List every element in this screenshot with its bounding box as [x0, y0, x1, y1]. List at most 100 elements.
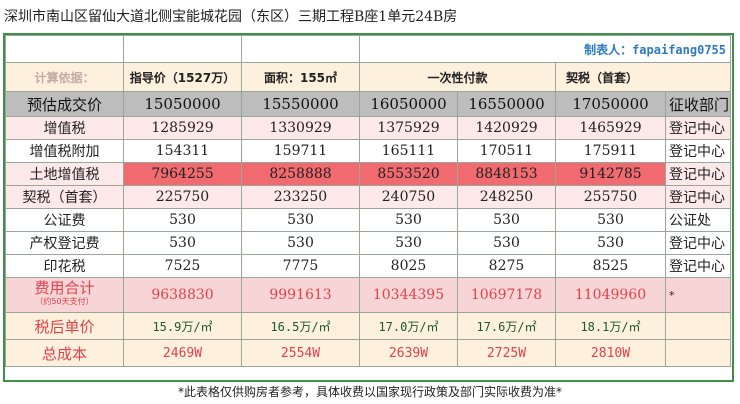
row-label: 产权登记费	[5, 231, 124, 255]
cell-value: 18.1万/㎡	[555, 312, 666, 340]
cell-value: 9638830	[123, 277, 242, 313]
table-row-vat-surcharge: 增值税附加 154311 159711 165111 170511 175911…	[5, 139, 731, 163]
cell-value: 530	[241, 231, 360, 255]
tax-table-frame: 制表人：fapaifang0755 计算依据： 指导价（1527万） 面积：15…	[3, 33, 734, 382]
table-row-total-cost: 总成本 2469W 2554W 2639W 2725W 2810W	[5, 339, 731, 367]
table-row-deed-tax: 契税（首套） 225750 233250 240750 248250 25575…	[5, 185, 731, 209]
cell-value: 17.0万/㎡	[359, 312, 458, 340]
cell-value: 8275	[457, 254, 556, 278]
basis-label: 计算依据：	[5, 62, 124, 92]
cell-value: 17.6万/㎡	[457, 312, 556, 340]
maker-label: 制表人：fapaifang0755	[359, 35, 731, 63]
cell-value: 15.9万/㎡	[123, 312, 242, 340]
cell-value: 10344395	[359, 277, 458, 313]
cell-value: 1330929	[241, 116, 360, 140]
cell-value: 15050000	[123, 91, 242, 117]
page-title: 深圳市南山区留仙大道北侧宝能城花园（东区）三期工程B座1单元24B房	[4, 9, 458, 25]
cell-value: 7525	[123, 254, 242, 278]
cell-value: 7964255	[123, 162, 242, 186]
cell-dept: 登记中心	[665, 254, 731, 278]
tax-table: 制表人：fapaifang0755 计算依据： 指导价（1527万） 面积：15…	[5, 35, 731, 367]
cell-value: 7775	[241, 254, 360, 278]
cell-value: 530	[359, 231, 458, 255]
cell-dept: 登记中心	[665, 116, 731, 140]
row-label: 土地增值税	[5, 162, 124, 186]
cell-value: 1465929	[555, 116, 666, 140]
row-label: 增值税	[5, 116, 124, 140]
cell-dept: 登记中心	[665, 139, 731, 163]
cell-value: 17050000	[555, 91, 666, 117]
total-note: *	[665, 277, 731, 313]
basis-deed-tax: 契税（首套）	[555, 62, 731, 92]
cell-value: 8525	[555, 254, 666, 278]
table-row-land-vat: 土地增值税 7964255 8258888 8553520 8848153 91…	[5, 162, 731, 186]
cell-value: 233250	[241, 185, 360, 209]
cell-value: 530	[123, 208, 242, 232]
cell-value: 16.5万/㎡	[241, 312, 360, 340]
cell-value: 11049960	[555, 277, 666, 313]
row-label: 增值税附加	[5, 139, 124, 163]
table-row-estimated-price: 预估成交价 15050000 15550000 16050000 1655000…	[5, 91, 731, 117]
cell-dept: 登记中心	[665, 162, 731, 186]
cell-value: 10697178	[457, 277, 556, 313]
cell-value: 1285929	[123, 116, 242, 140]
row-label: 总成本	[5, 339, 124, 367]
basis-payment: 一次性付款	[359, 62, 556, 92]
cell-value: 2810W	[555, 339, 666, 367]
cell-value: 248250	[457, 185, 556, 209]
row-label: 预估成交价	[5, 91, 124, 117]
cell-dept: 公证处	[665, 208, 731, 232]
cell-value: 8025	[359, 254, 458, 278]
cell-dept: 登记中心	[665, 185, 731, 209]
cell-value: 530	[123, 231, 242, 255]
row-label: 契税（首套）	[5, 185, 124, 209]
table-row-total-fees: 费用合计 （约50天支付） 9638830 9991613 10344395 1…	[5, 277, 731, 313]
table-row-unit-price: 税后单价 15.9万/㎡ 16.5万/㎡ 17.0万/㎡ 17.6万/㎡ 18.…	[5, 312, 731, 340]
cell-value: 15550000	[241, 91, 360, 117]
cell-value: 154311	[123, 139, 242, 163]
total-sub-label: （约50天支付）	[35, 297, 94, 306]
table-row-vat: 增值税 1285929 1330929 1375929 1420929 1465…	[5, 116, 731, 140]
cell-value: 16050000	[359, 91, 458, 117]
cell-value: 240750	[359, 185, 458, 209]
table-row-notary-fee: 公证费 530 530 530 530 530 公证处	[5, 208, 731, 232]
cell-value: 1375929	[359, 116, 458, 140]
cell-dept: 征收部门	[665, 91, 731, 117]
cell-value: 530	[457, 231, 556, 255]
basis-guide-price: 指导价（1527万）	[123, 62, 242, 92]
cell-value: 225750	[123, 185, 242, 209]
cell-value: 165111	[359, 139, 458, 163]
cell-value: 1420929	[457, 116, 556, 140]
cell-value: 2725W	[457, 339, 556, 367]
total-label: 费用合计	[34, 279, 95, 297]
cell-value: 255750	[555, 185, 666, 209]
header-blank-row: 制表人：fapaifang0755	[5, 35, 731, 63]
cell-value: 530	[241, 208, 360, 232]
footnote: *此表格仅供购房者参考，具体收费以国家现行政策及部门实际收费为准*	[177, 385, 562, 399]
cell-value: 2469W	[123, 339, 242, 367]
table-row-stamp-duty: 印花税 7525 7775 8025 8275 8525 登记中心	[5, 254, 731, 278]
cell-dept: 登记中心	[665, 231, 731, 255]
cell-value: 530	[555, 231, 666, 255]
table-row-registration-fee: 产权登记费 530 530 530 530 530 登记中心	[5, 231, 731, 255]
cell-value: 2554W	[241, 339, 360, 367]
basis-area: 面积：155㎡	[241, 62, 360, 92]
cell-value: 9991613	[241, 277, 360, 313]
basis-row: 计算依据： 指导价（1527万） 面积：155㎡ 一次性付款 契税（首套）	[5, 62, 731, 92]
cell-value: 170511	[457, 139, 556, 163]
row-label: 税后单价	[5, 312, 124, 340]
cell-value: 8553520	[359, 162, 458, 186]
row-label: 印花税	[5, 254, 124, 278]
total-label-cell: 费用合计 （约50天支付）	[5, 277, 124, 313]
cell-value: 530	[359, 208, 458, 232]
cell-value: 175911	[555, 139, 666, 163]
cell-value: 530	[555, 208, 666, 232]
cell-value: 2639W	[359, 339, 458, 367]
cell-value: 159711	[241, 139, 360, 163]
cell-value: 9142785	[555, 162, 666, 186]
cell-value: 8848153	[457, 162, 556, 186]
row-label: 公证费	[5, 208, 124, 232]
cell-value: 530	[457, 208, 556, 232]
cell-value: 16550000	[457, 91, 556, 117]
cell-value: 8258888	[241, 162, 360, 186]
